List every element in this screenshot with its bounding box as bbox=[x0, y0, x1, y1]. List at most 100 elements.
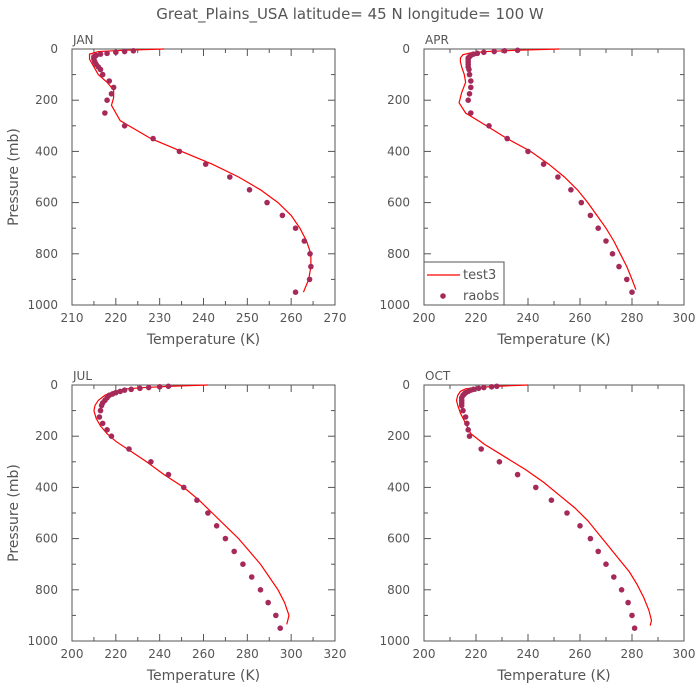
obs-point-jul bbox=[128, 386, 134, 393]
obs-point-oct bbox=[618, 587, 625, 593]
obs-point-jul bbox=[108, 433, 115, 440]
obs-point-jan bbox=[97, 66, 104, 73]
obs-point-jul bbox=[248, 574, 255, 580]
obs-point-oct bbox=[475, 385, 482, 392]
x-axis-title-apr: Temperature (K) bbox=[496, 332, 610, 348]
obs-point-jul bbox=[145, 384, 152, 391]
obs-point-apr bbox=[466, 71, 473, 78]
obs-point-oct bbox=[494, 383, 500, 390]
x-tick-label-jul: 280 bbox=[236, 647, 259, 661]
obs-point-apr bbox=[587, 212, 594, 219]
obs-point-apr bbox=[514, 47, 521, 54]
obs-point-oct bbox=[629, 612, 635, 619]
obs-point-jul bbox=[96, 414, 103, 420]
obs-point-jul bbox=[213, 523, 220, 529]
obs-point-oct bbox=[514, 471, 521, 478]
obs-point-jan bbox=[104, 50, 110, 57]
x-tick-label-apr: 260 bbox=[569, 311, 592, 325]
obs-point-jan bbox=[121, 123, 128, 129]
obs-point-jul bbox=[222, 535, 229, 542]
obs-point-apr bbox=[465, 97, 472, 103]
obs-point-jul bbox=[121, 387, 128, 393]
obs-point-jul bbox=[97, 407, 104, 414]
obs-point-jul bbox=[165, 471, 172, 478]
obs-point-jul bbox=[194, 497, 200, 504]
x-axis-title-oct: Temperature (K) bbox=[496, 668, 610, 684]
obs-point-oct bbox=[548, 497, 555, 504]
obs-point-apr bbox=[468, 110, 474, 116]
y-tick-label-jan: 1000 bbox=[27, 298, 58, 312]
panel-label-apr: APR bbox=[425, 33, 449, 47]
x-tick-label-jan: 220 bbox=[104, 311, 127, 325]
obs-point-oct bbox=[488, 383, 495, 390]
legend-label-model: test3 bbox=[463, 268, 496, 283]
obs-point-oct bbox=[462, 414, 469, 420]
obs-point-jul bbox=[273, 612, 279, 619]
x-tick-label-jan: 270 bbox=[324, 311, 347, 325]
obs-point-jul bbox=[165, 383, 172, 390]
obs-point-oct bbox=[577, 523, 583, 529]
y-tick-label-apr: 1000 bbox=[379, 298, 410, 312]
x-tick-label-jan: 230 bbox=[148, 311, 171, 325]
obs-point-jul bbox=[156, 383, 163, 390]
obs-point-apr bbox=[501, 47, 508, 54]
x-tick-label-oct: 220 bbox=[465, 647, 488, 661]
y-tick-label-apr: 0 bbox=[402, 42, 410, 56]
obs-point-jul bbox=[98, 402, 105, 409]
x-tick-label-oct: 300 bbox=[673, 647, 696, 661]
legend: test3 raobs bbox=[423, 261, 505, 306]
obs-point-jan bbox=[308, 263, 314, 270]
obs-point-apr bbox=[568, 187, 574, 193]
obs-point-apr bbox=[629, 289, 635, 296]
obs-point-jan bbox=[227, 174, 233, 180]
obs-point-apr bbox=[468, 78, 474, 84]
x-tick-label-apr: 240 bbox=[517, 311, 540, 325]
y-axis-title-jan: Pressure (mb) bbox=[6, 128, 22, 226]
y-tick-label-jul: 600 bbox=[35, 532, 58, 546]
y-tick-label-jul: 200 bbox=[35, 429, 58, 443]
obs-point-jan bbox=[104, 97, 110, 103]
obs-point-jan bbox=[176, 148, 183, 155]
y-tick-label-oct: 400 bbox=[387, 480, 410, 494]
legend-box bbox=[423, 261, 505, 306]
obs-point-oct bbox=[564, 510, 570, 516]
obs-point-oct bbox=[458, 402, 465, 409]
obs-point-apr bbox=[555, 174, 561, 180]
obs-point-oct bbox=[587, 535, 594, 542]
obs-point-jan bbox=[264, 199, 270, 206]
x-tick-label-jul: 220 bbox=[104, 647, 127, 661]
x-tick-label-oct: 280 bbox=[621, 647, 644, 661]
panel-label-jan: JAN bbox=[72, 33, 94, 47]
y-tick-label-oct: 600 bbox=[387, 532, 410, 546]
y-tick-label-jan: 0 bbox=[50, 42, 58, 56]
y-tick-label-oct: 800 bbox=[387, 583, 410, 597]
x-tick-label-apr: 200 bbox=[413, 311, 436, 325]
obs-point-oct bbox=[466, 433, 473, 440]
obs-point-jan bbox=[97, 51, 104, 57]
x-tick-label-jan: 240 bbox=[192, 311, 215, 325]
y-tick-label-apr: 400 bbox=[387, 144, 410, 158]
obs-point-apr bbox=[481, 49, 487, 56]
obs-point-oct bbox=[603, 561, 609, 567]
obs-point-jul bbox=[104, 427, 110, 433]
x-tick-label-apr: 220 bbox=[465, 311, 488, 325]
x-axis-title-jan: Temperature (K) bbox=[146, 332, 260, 348]
obs-point-apr bbox=[525, 148, 531, 155]
obs-point-oct bbox=[611, 574, 617, 580]
series-line-test3-oct bbox=[455, 384, 653, 626]
obs-point-jan bbox=[306, 276, 313, 283]
obs-point-oct bbox=[478, 446, 485, 452]
obs-point-jul bbox=[117, 388, 124, 395]
plot-frame-oct bbox=[423, 384, 685, 642]
y-tick-label-oct: 1000 bbox=[379, 634, 410, 648]
obs-point-jul bbox=[231, 548, 237, 555]
obs-point-jan bbox=[99, 71, 106, 78]
obs-point-apr bbox=[491, 48, 498, 55]
x-tick-label-apr: 300 bbox=[673, 311, 696, 325]
x-tick-label-jul: 200 bbox=[61, 647, 84, 661]
obs-point-jan bbox=[113, 49, 119, 56]
obs-point-apr bbox=[595, 225, 601, 231]
obs-point-jan bbox=[301, 238, 308, 244]
x-tick-label-jul: 240 bbox=[148, 647, 171, 661]
